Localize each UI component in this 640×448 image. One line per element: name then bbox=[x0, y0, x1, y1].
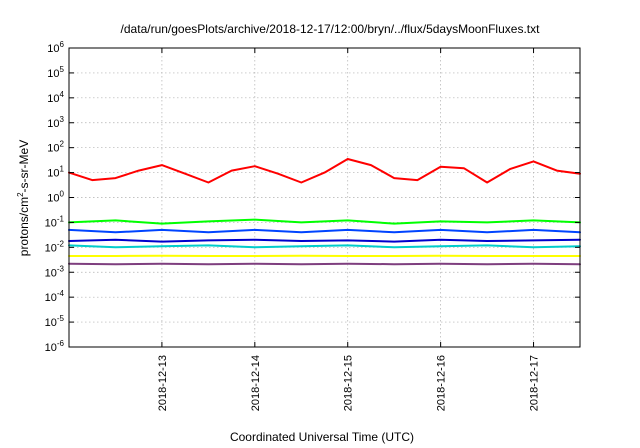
y-tick-label: 10-6 bbox=[45, 339, 65, 354]
y-tick-label: 105 bbox=[47, 65, 64, 80]
y-tick-label: 104 bbox=[47, 90, 64, 105]
x-tick-label: 2018-12-14 bbox=[250, 355, 262, 411]
y-tick-label: 100 bbox=[47, 190, 64, 205]
series-layer bbox=[68, 158, 581, 266]
y-tick-label: 101 bbox=[47, 165, 64, 180]
series-line-7 bbox=[68, 262, 581, 266]
x-tick-label: 2018-12-16 bbox=[436, 355, 448, 411]
y-tick-label: 102 bbox=[47, 140, 64, 155]
y-axis-label: protons/cm2-s-sr-MeV bbox=[16, 140, 31, 256]
x-axis-label: Coordinated Universal Time (UTC) bbox=[230, 430, 414, 444]
series-line-4 bbox=[68, 244, 581, 249]
chart-title: /data/run/goesPlots/archive/2018-12-17/1… bbox=[121, 22, 541, 36]
tick-marks bbox=[69, 47, 580, 348]
x-tick-label: 2018-12-15 bbox=[343, 355, 355, 411]
y-tick-label: 10-5 bbox=[45, 314, 65, 329]
y-tick-label: 103 bbox=[47, 115, 64, 130]
y-tick-label: 106 bbox=[47, 40, 64, 55]
series-line-5 bbox=[68, 238, 581, 243]
grid bbox=[69, 48, 580, 347]
y-tick-label: 10-2 bbox=[45, 239, 65, 254]
series-line-3 bbox=[68, 228, 581, 234]
series-line-1 bbox=[68, 158, 581, 184]
series-line-2 bbox=[68, 218, 581, 225]
x-tick-label: 2018-12-17 bbox=[529, 355, 541, 411]
y-tick-label: 10-3 bbox=[45, 264, 65, 279]
y-tick-labels: 10-6 10-5 10-4 10-3 10-2 10-1 100 101 102 103 104 1… bbox=[45, 40, 65, 354]
x-tick-label: 2018-12-13 bbox=[157, 355, 169, 411]
y-tick-label: 10-1 bbox=[45, 214, 65, 229]
x-tick-labels: 2018-12-13 2018-12-14 2018-12-15 2018-12-16… bbox=[157, 355, 541, 411]
y-tick-label: 10-4 bbox=[45, 289, 65, 304]
